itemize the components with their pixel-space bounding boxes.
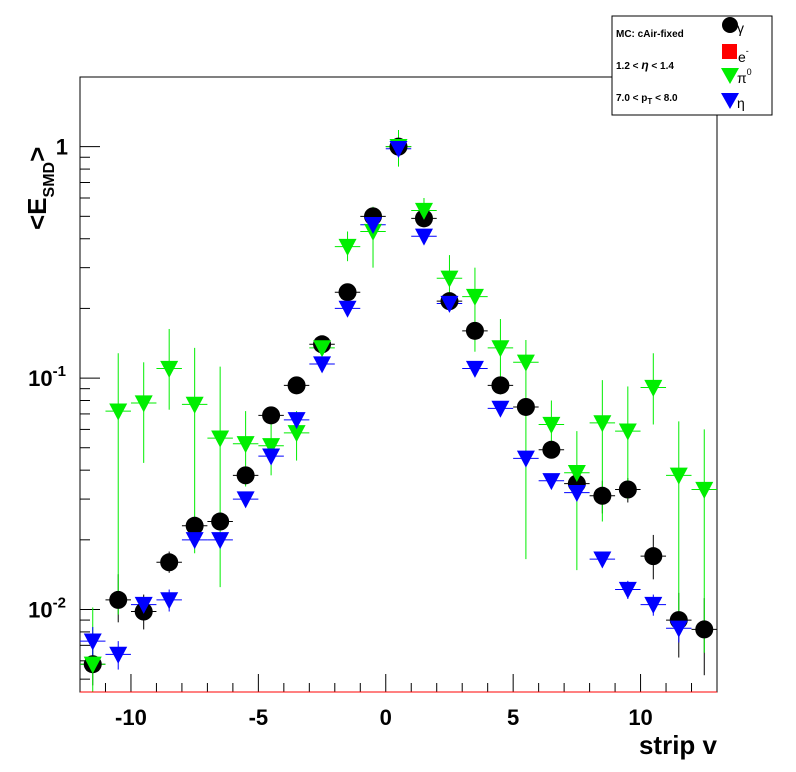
- data-point-gamma: [211, 512, 230, 531]
- x-tick-label: 5: [507, 705, 519, 730]
- x-axis-title: strip v: [639, 730, 718, 760]
- data-point-eta: [83, 633, 102, 651]
- data-point-pi0: [618, 423, 637, 441]
- data-point-pi0: [593, 415, 612, 433]
- x-tick-label: 10: [628, 705, 652, 730]
- legend-info-sample: MC: cAir-fixed: [616, 29, 684, 40]
- data-point-pi0: [287, 425, 306, 443]
- error-bars: [80, 130, 717, 692]
- data-point-eta: [134, 596, 153, 614]
- y-tick-label: 1: [56, 135, 68, 160]
- legend-marker-electron: [722, 44, 737, 59]
- data-point-pi0: [695, 481, 714, 499]
- x-tick-label: -10: [115, 705, 147, 730]
- data-point-eta: [211, 532, 230, 550]
- y-tick-exponent: -2: [53, 594, 66, 611]
- legend-label-electron: e-: [738, 46, 749, 65]
- data-point-eta: [440, 295, 459, 313]
- data-point-eta: [389, 141, 408, 159]
- data-point-pi0: [669, 467, 688, 485]
- data-point-gamma: [593, 486, 612, 505]
- data-point-pi0: [83, 656, 102, 674]
- data-point-pi0: [567, 465, 586, 483]
- data-point-gamma: [542, 440, 561, 459]
- data-point-pi0: [440, 270, 459, 288]
- data-point-gamma: [185, 516, 204, 535]
- data-point-eta: [414, 228, 433, 246]
- data-point-gamma: [644, 547, 663, 566]
- legend: MC: cAir-fixed 1.2 < η < 1.4 7.0 < pT < …: [611, 15, 773, 116]
- data-point-pi0: [185, 396, 204, 414]
- data-point-eta: [669, 620, 688, 638]
- data-point-pi0: [313, 340, 332, 358]
- y-tick-base: 10: [28, 366, 52, 391]
- data-point-eta: [185, 532, 204, 550]
- axis-ticks: [79, 76, 718, 692]
- legend-box: [611, 15, 773, 116]
- data-point-gamma: [516, 397, 535, 416]
- data-point-pi0: [211, 430, 230, 448]
- y-tick-labels: 10-210-11: [28, 135, 68, 623]
- legend-label-gamma: γ: [737, 20, 744, 36]
- data-point-eta: [313, 356, 332, 374]
- data-point-pi0: [134, 395, 153, 413]
- data-point-eta: [262, 448, 281, 466]
- data-point-eta: [465, 360, 484, 378]
- legend-marker-pi0: [721, 68, 739, 84]
- y-tick-exponent: -1: [53, 363, 66, 380]
- data-point-eta: [491, 400, 510, 418]
- data-point-pi0: [465, 288, 484, 306]
- y-axis-title-open: <E: [22, 197, 52, 230]
- legend-info-pt: 7.0 < pT < 8.0: [616, 93, 678, 106]
- data-point-gamma: [109, 590, 128, 609]
- data-point-eta: [567, 484, 586, 502]
- data-point-eta: [364, 217, 383, 235]
- x-tick-label: -5: [249, 705, 269, 730]
- data-point-eta: [593, 551, 612, 569]
- data-point-eta: [109, 646, 128, 664]
- y-tick-base: 10: [28, 597, 52, 622]
- data-markers: [83, 137, 714, 674]
- data-point-pi0: [516, 354, 535, 372]
- y-axis-title: <ESMD>: [22, 147, 58, 230]
- legend-label-eta: η: [737, 95, 745, 111]
- data-point-pi0: [491, 340, 510, 358]
- y-tick-label: 10-1: [28, 363, 66, 391]
- data-point-pi0: [414, 202, 433, 220]
- data-point-pi0: [160, 360, 179, 378]
- x-tick-label: 0: [380, 705, 392, 730]
- data-point-pi0: [236, 436, 255, 454]
- y-axis-title-close: >: [22, 147, 52, 162]
- data-point-gamma: [262, 406, 281, 425]
- data-point-eta: [516, 450, 535, 468]
- legend-marker-gamma: [722, 17, 738, 33]
- data-point-pi0: [109, 403, 128, 421]
- data-point-gamma: [491, 376, 510, 395]
- data-point-pi0: [338, 238, 357, 256]
- data-point-gamma: [465, 321, 484, 340]
- data-point-gamma: [236, 466, 255, 485]
- data-point-gamma: [160, 553, 179, 572]
- data-point-gamma: [338, 283, 357, 302]
- y-axis-title-sub: SMD: [41, 162, 58, 198]
- data-point-gamma: [618, 480, 637, 499]
- data-point-eta: [542, 473, 561, 491]
- x-tick-labels: -10 -5 0 5 10: [115, 705, 653, 730]
- data-point-eta: [618, 581, 637, 599]
- data-point-eta: [338, 300, 357, 318]
- y-tick-label: 10-2: [28, 594, 66, 622]
- data-point-pi0: [644, 379, 663, 397]
- data-point-eta: [644, 596, 663, 614]
- legend-info-eta: 1.2 < η < 1.4: [616, 58, 674, 72]
- y-axis-title-text: <ESMD>: [22, 147, 58, 230]
- data-point-eta: [287, 412, 306, 430]
- data-point-gamma: [695, 620, 714, 639]
- data-point-eta: [160, 592, 179, 610]
- data-point-gamma: [287, 376, 306, 395]
- data-point-pi0: [542, 416, 561, 434]
- data-point-eta: [236, 491, 255, 509]
- legend-marker-eta: [721, 93, 739, 109]
- data-point-pi0: [262, 438, 281, 456]
